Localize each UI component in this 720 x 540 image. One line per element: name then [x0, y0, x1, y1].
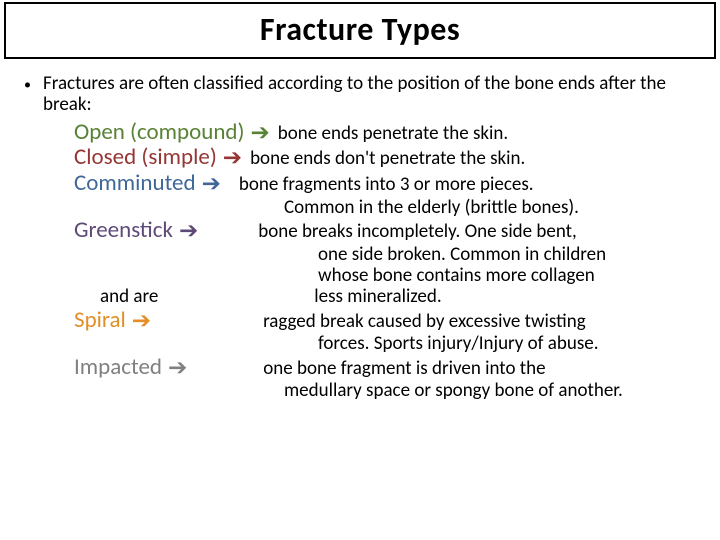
slide: Fracture Types • Fractures are often cla… — [0, 2, 720, 540]
type-label-comminuted: Comminuted — [74, 171, 202, 197]
intro-text: Fractures are often classified according… — [43, 73, 698, 116]
greenstick-note: and are — [74, 286, 158, 307]
type-spiral: Spiral ➔ ragged break caused by excessiv… — [74, 308, 690, 334]
intro-bullet: • Fractures are often classified accordi… — [22, 73, 698, 116]
type-desc-comminuted-2: Common in the elderly (brittle bones). — [74, 197, 690, 218]
arrow-icon: ➔ — [132, 308, 159, 334]
type-label-spiral: Spiral — [74, 308, 132, 334]
arrow-icon: ➔ — [223, 145, 250, 171]
arrow-icon: ➔ — [251, 120, 278, 146]
slide-title: Fracture Types — [6, 10, 714, 49]
type-impacted: Impacted ➔ one bone fragment is driven i… — [74, 355, 690, 381]
greenstick-note-row: and are less mineralized. — [74, 286, 690, 307]
type-label-greenstick: Greenstick — [74, 218, 179, 244]
fracture-types-list: Open (compound) ➔ bone ends penetrate th… — [22, 120, 698, 402]
content-area: • Fractures are often classified accordi… — [0, 59, 720, 402]
arrow-icon: ➔ — [168, 355, 195, 381]
type-desc-open: bone ends penetrate the skin. — [278, 120, 508, 144]
type-desc-greenstick-1: bone breaks incompletely. One side bent, — [206, 218, 577, 242]
type-desc-comminuted-1: bone fragments into 3 or more pieces. — [229, 171, 534, 195]
arrow-icon: ➔ — [202, 171, 229, 197]
type-label-open: Open (compound) — [74, 120, 251, 146]
type-open: Open (compound) ➔ bone ends penetrate th… — [74, 120, 690, 146]
type-greenstick: Greenstick ➔ bone breaks incompletely. O… — [74, 218, 690, 244]
arrow-icon: ➔ — [179, 218, 206, 244]
type-desc-impacted-2: medullary space or spongy bone of anothe… — [74, 380, 690, 401]
type-label-closed: Closed (simple) — [74, 145, 223, 171]
type-desc-impacted-1: one bone fragment is driven into the — [195, 355, 545, 379]
type-desc-spiral-1: ragged break caused by excessive twistin… — [159, 308, 586, 332]
bullet-icon: • — [22, 73, 31, 97]
type-desc-greenstick-2: one side broken. Common in children — [74, 244, 690, 265]
type-desc-greenstick-3: whose bone contains more collagen — [74, 265, 690, 286]
type-desc-greenstick-4: less mineralized. — [158, 286, 441, 307]
type-desc-spiral-2: forces. Sports injury/Injury of abuse. — [74, 333, 690, 354]
type-desc-closed: bone ends don't penetrate the skin. — [250, 145, 525, 169]
type-label-impacted: Impacted — [74, 355, 168, 381]
type-comminuted: Comminuted ➔ bone fragments into 3 or mo… — [74, 171, 690, 197]
type-closed: Closed (simple) ➔ bone ends don't penetr… — [74, 145, 690, 171]
title-box: Fracture Types — [4, 2, 716, 59]
